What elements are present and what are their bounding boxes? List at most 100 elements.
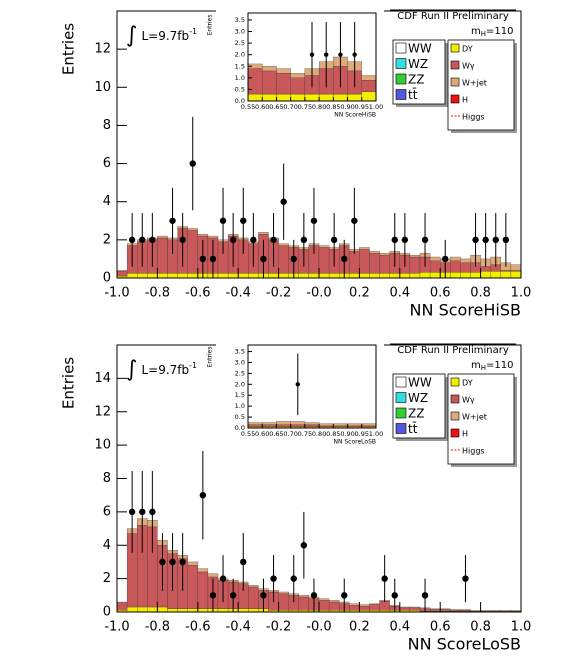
stack-segment (298, 273, 310, 279)
y-tick-label: 1.5 (235, 62, 245, 70)
data-point (482, 236, 489, 244)
stack-segment (429, 256, 441, 261)
data-point (472, 236, 479, 244)
stack-segment (500, 271, 512, 279)
stack-segment (361, 423, 377, 426)
y-tick-label: 8 (103, 471, 111, 486)
x-axis-label: NN ScoreLoSB (408, 635, 521, 654)
stack-segment (409, 273, 421, 279)
x-tick-label: 0.75 (298, 430, 312, 438)
x-tick-label: -0.4 (226, 620, 251, 635)
stack-segment (328, 601, 340, 611)
mass-subscript: H (481, 30, 486, 38)
stack-segment (450, 272, 461, 279)
stack-segment (227, 273, 239, 279)
legend-label: Higgs (462, 113, 485, 122)
stack-segment (419, 272, 431, 279)
x-tick-label: 0.2 (349, 286, 370, 301)
stack-segment (238, 608, 249, 613)
stack-segment (157, 273, 168, 279)
stack-segment (276, 68, 291, 74)
stack-segment (359, 249, 370, 274)
data-point (324, 52, 329, 57)
stack-segment (304, 424, 320, 428)
stack-segment (147, 606, 158, 613)
stack-segment (217, 608, 229, 613)
data-point (169, 558, 176, 566)
stack-segment (490, 610, 501, 612)
y-tick-label: 1.0 (235, 74, 245, 82)
stack-segment (369, 273, 380, 279)
stack-segment (187, 608, 198, 613)
stack-segment (510, 264, 522, 271)
stack-segment (197, 233, 209, 237)
x-tick-label: -0.8 (145, 620, 170, 635)
stack-segment (157, 237, 168, 274)
x-tick-label: 0.75 (298, 103, 312, 111)
header: CDF Run II Preliminary (397, 345, 509, 356)
stack-segment (318, 247, 330, 274)
legend-swatch (395, 42, 407, 54)
stack-segment (318, 425, 334, 428)
stack-segment (460, 262, 471, 273)
y-tick-label: 6 (103, 156, 111, 171)
stack-segment (278, 273, 289, 279)
legend-swatch (395, 423, 407, 434)
y-tick-label: 10 (94, 438, 111, 453)
stack-segment (248, 273, 259, 279)
stack-segment (399, 273, 411, 279)
stack-segment (278, 593, 289, 611)
stack-segment (276, 93, 291, 102)
stack-segment (197, 608, 209, 613)
y-tick-label: 0 (103, 271, 111, 286)
stack-segment (318, 598, 330, 601)
mass-value: =110 (486, 360, 513, 371)
stack-segment (429, 608, 441, 610)
stack-segment (369, 253, 380, 274)
legend-swatch (395, 407, 407, 419)
data-point (199, 255, 207, 263)
x-axis-label: NN ScoreHiSB (334, 112, 376, 119)
data-point (179, 236, 186, 244)
y-tick-label: 2.5 (235, 39, 245, 47)
y-tick-label: 10 (94, 80, 111, 95)
stack-segment (248, 585, 259, 588)
y-tick-label: 2.0 (235, 51, 245, 59)
stack-segment (308, 273, 320, 279)
legend-swatch (450, 377, 460, 387)
x-tick-label: 0.8 (470, 286, 491, 301)
stack-segment (258, 232, 269, 235)
y-tick-label: 6 (103, 504, 111, 519)
x-tick-label: 1.0 (511, 620, 532, 635)
stack-segment (157, 235, 168, 239)
legend-swatch (450, 428, 460, 438)
legend-swatch (450, 77, 460, 87)
y-tick-label: 14 (94, 371, 111, 386)
data-point (128, 508, 136, 516)
data-point (189, 160, 196, 167)
legend-label: DY (462, 379, 473, 388)
y-tick-label: 1.5 (235, 391, 245, 399)
data-point (219, 575, 227, 582)
stack-segment (369, 604, 380, 611)
lumi-exponent: -1 (189, 361, 197, 370)
lumi-label: ∫ L=9.7fb-1 (126, 23, 197, 48)
x-tick-label: 0.60 (255, 103, 269, 111)
stack-segment (197, 571, 209, 609)
stack-segment (409, 254, 421, 258)
legend-label: H (462, 96, 468, 105)
stack-segment (276, 421, 291, 425)
stack-segment (304, 422, 320, 425)
x-tick-label: -0.0 (306, 286, 331, 301)
stack-segment (298, 596, 310, 611)
x-tick-label: -0.2 (266, 286, 291, 301)
data-point (280, 198, 287, 205)
x-tick-label: 0.90 (340, 430, 354, 438)
x-tick-label: 0.8 (470, 620, 491, 635)
data-point (270, 236, 277, 244)
stack-segment (238, 273, 249, 279)
stack-segment (290, 77, 306, 95)
stack-segment (248, 586, 259, 609)
legend-swatch (450, 60, 460, 70)
